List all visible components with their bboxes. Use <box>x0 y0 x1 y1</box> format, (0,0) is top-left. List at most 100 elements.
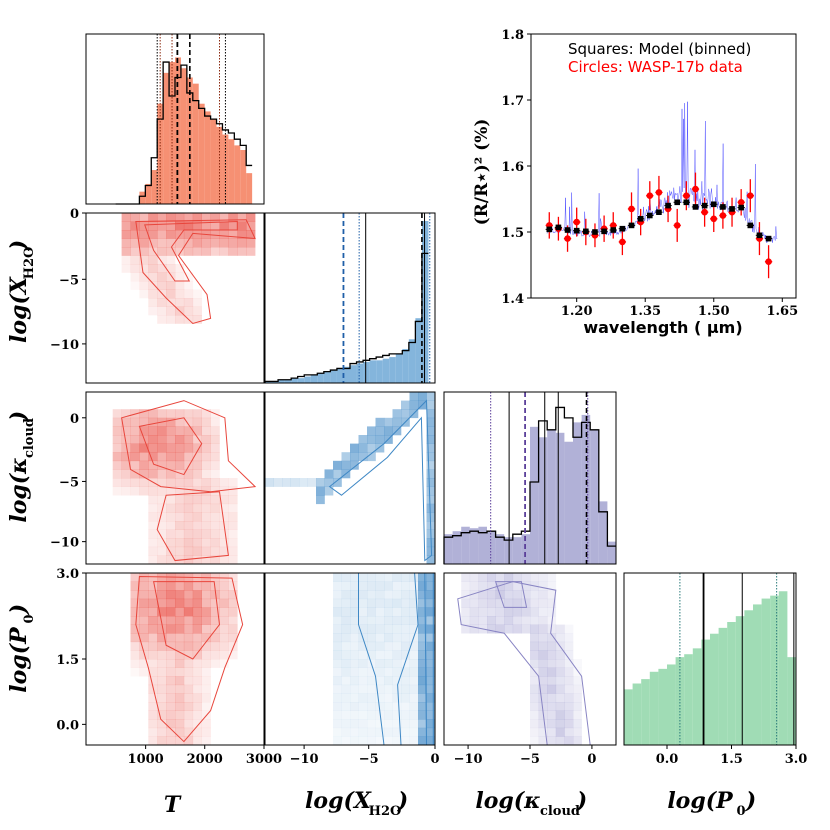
hist-T-bar <box>240 150 247 204</box>
density-X-P-cell <box>392 573 402 582</box>
density-T-P-cell <box>192 693 202 703</box>
density-T-X-cell <box>139 272 149 282</box>
hist-logXH2O-bar <box>382 358 390 383</box>
ytick-label-X: 0 <box>70 207 79 222</box>
density-X-K-cell <box>333 478 342 487</box>
density-T-X-cell <box>166 255 176 265</box>
data-point <box>609 222 617 229</box>
density-T-X-cell <box>237 230 247 239</box>
density-T-K-cell <box>192 486 202 496</box>
density-T-K-cell <box>201 546 211 556</box>
density-T-P-cell <box>219 624 229 634</box>
density-T-K-cell <box>139 452 149 462</box>
density-T-P-cell <box>219 641 229 651</box>
density-X-K-cell <box>426 435 436 444</box>
density-X-P-cell <box>392 736 402 746</box>
density-T-K-cell <box>201 426 211 436</box>
density-X-P-cell <box>426 693 436 703</box>
density-X-P-cell <box>418 590 427 600</box>
density-T-K-cell <box>210 521 220 530</box>
density-X-K-cell <box>350 443 359 453</box>
density-K-P-cell <box>538 573 548 582</box>
density-X-P-cell <box>350 650 359 660</box>
spectrum-ytick-label: 1.6 <box>501 160 524 175</box>
density-X-P-cell <box>358 598 368 608</box>
density-T-P-cell <box>201 616 211 625</box>
density-K-P-cell <box>555 650 565 660</box>
density-T-K-cell <box>219 486 229 496</box>
density-T-P <box>130 573 244 746</box>
density-X-K-cell <box>299 478 308 487</box>
density-T-P-cell <box>139 581 149 591</box>
density-X-P-cell <box>367 624 376 634</box>
density-K-P-cell <box>530 702 539 711</box>
hist-logP0-bar <box>761 598 771 745</box>
density-K-P-cell <box>530 598 539 608</box>
density-T-P-cell <box>139 641 149 651</box>
hist-logXH2O-bar <box>323 371 331 383</box>
density-T-X-cell <box>228 247 238 256</box>
hist-logkappa-bar <box>504 537 513 564</box>
x-axis-label-logkappa: log(κ cloud ) <box>475 788 587 819</box>
hist-logXH2O-bar <box>336 368 344 383</box>
density-T-X-cell <box>139 221 149 231</box>
y-axis-label-logXH2O-main: log(X <box>6 276 32 343</box>
density-T-K-cell <box>183 512 194 522</box>
spectrum-xtick-label: 1.65 <box>766 304 798 319</box>
hist-logP0-bar <box>675 657 685 745</box>
density-X-P-cell <box>392 719 402 729</box>
density-K-P-cell <box>487 616 496 625</box>
density-T-K-cell <box>201 555 211 565</box>
density-X-P-cell <box>358 727 368 737</box>
density-T-P-cell <box>192 581 202 591</box>
density-T-K-cell <box>175 538 185 548</box>
density-T-K-cell <box>112 443 122 453</box>
density-T-P-cell <box>130 659 140 668</box>
density-T-K-cell <box>148 452 158 462</box>
density-T-K-cell <box>219 495 229 505</box>
hist-logP0-bar <box>641 679 650 745</box>
hist-T-bar <box>216 126 223 204</box>
density-T-P-cell <box>148 641 158 651</box>
density-X-P-cell <box>341 693 351 703</box>
density-T-K-cell <box>166 443 176 453</box>
density-T-X-cell <box>139 255 149 265</box>
density-K-P-cell <box>495 573 505 582</box>
density-X-P-cell <box>333 676 342 686</box>
density-T-X-cell <box>237 213 247 222</box>
density-T-P-cell <box>192 650 202 660</box>
density-X-P-cell <box>358 667 368 677</box>
density-X-P-cell <box>401 650 410 660</box>
density-T-X-cell <box>121 247 131 256</box>
density-T-K-cell <box>166 426 176 436</box>
density-K-P-cell <box>564 641 574 651</box>
hist-logXH2O-bar <box>278 379 285 383</box>
density-T-K-cell <box>183 452 194 462</box>
density-T-X-cell <box>157 255 167 265</box>
density-X-P-cell <box>426 573 436 582</box>
density-X-P-cell <box>341 727 351 737</box>
hist-T-bar <box>210 119 217 204</box>
density-X-P-cell <box>418 710 427 720</box>
density-T-P-cell <box>157 581 167 591</box>
hist-T-bar <box>246 173 253 204</box>
density-K-P-cell <box>538 641 548 651</box>
density-T-K-cell <box>192 426 202 436</box>
density-X-P-cell <box>401 719 410 729</box>
density-X-P-cell <box>426 684 436 694</box>
density-T-K-cell <box>192 460 202 470</box>
hist-T-bar <box>163 72 170 204</box>
density-X-P-cell <box>367 590 376 600</box>
density-T-P-cell <box>175 598 185 608</box>
density-K-P-cell <box>555 676 565 686</box>
density-T-X-cell <box>148 289 158 299</box>
density-X-K-cell <box>426 486 436 496</box>
density-T-P-cell <box>228 650 238 660</box>
x-axis-label-logP0-sub: 0 <box>736 804 745 819</box>
density-X-K-cell <box>426 400 436 410</box>
density-K-P-cell <box>504 624 514 634</box>
density-T-K-cell <box>157 486 167 496</box>
density-T-P-cell <box>157 573 167 582</box>
density-X-P-cell <box>341 633 351 643</box>
density-T-X-cell <box>139 289 149 299</box>
